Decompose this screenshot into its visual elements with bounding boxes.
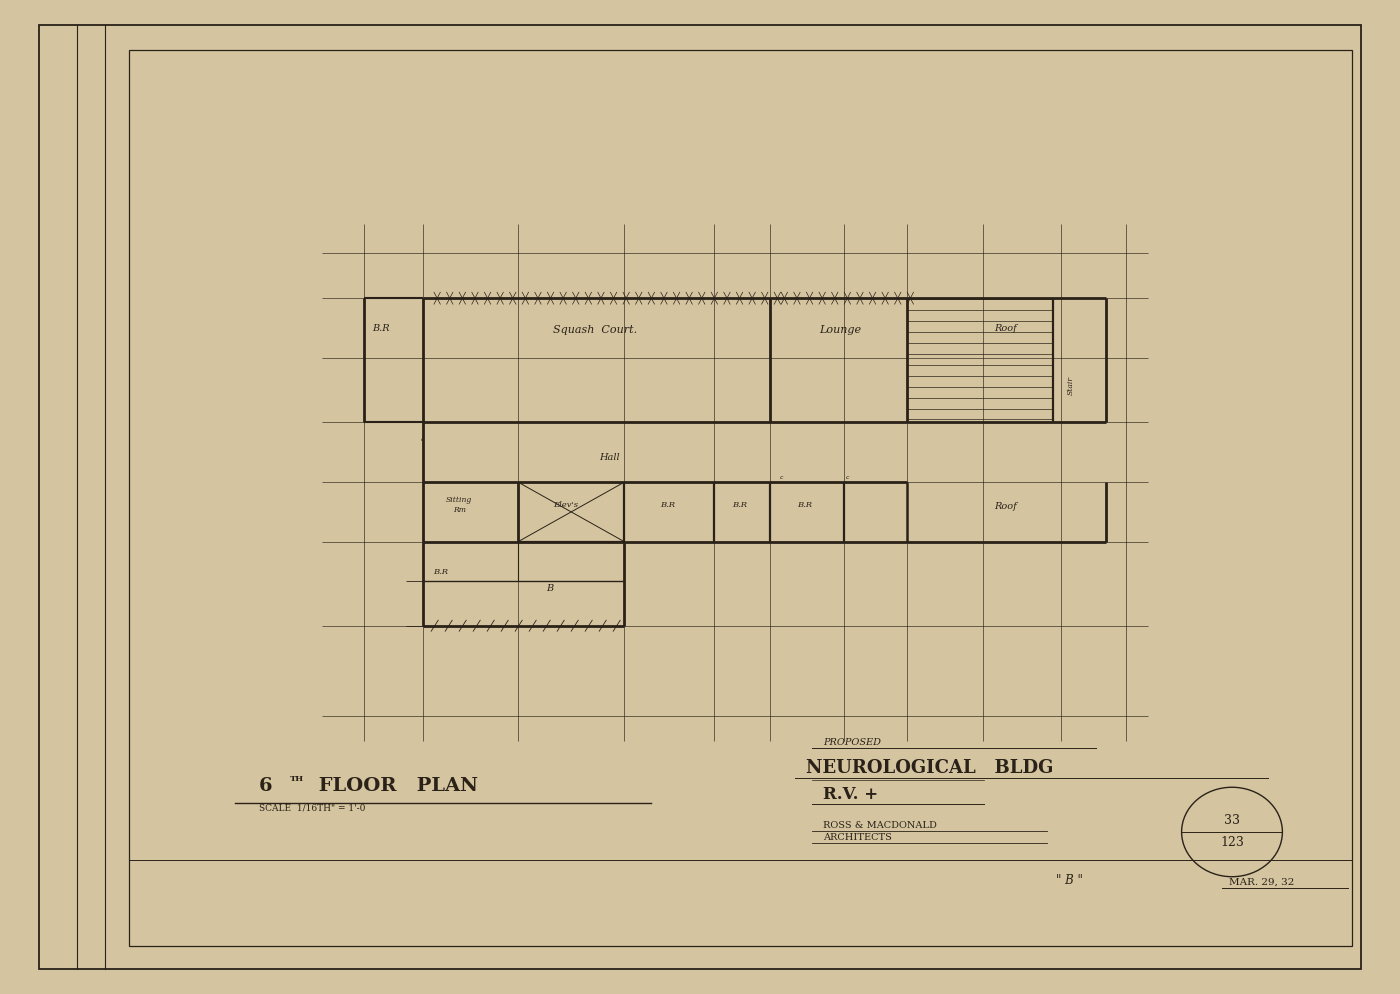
Text: NEUROLOGICAL   BLDG: NEUROLOGICAL BLDG [806,759,1054,777]
Text: SCALE  1/16TH" = 1'-0: SCALE 1/16TH" = 1'-0 [259,803,365,812]
Text: B.R: B.R [372,323,389,333]
Text: Sitting
Rm: Sitting Rm [447,496,472,514]
Text: Roof: Roof [994,323,1016,333]
Text: c: c [846,474,848,480]
Text: Elev's: Elev's [553,501,578,509]
Text: " B ": " B " [1056,874,1084,887]
Text: ARCHITECTS: ARCHITECTS [823,833,892,842]
Text: 123: 123 [1219,836,1245,850]
Text: R.V. +: R.V. + [823,786,878,803]
Text: 6: 6 [259,777,273,795]
Text: B.R: B.R [661,501,675,509]
Text: B.R: B.R [732,501,746,509]
Text: Lounge: Lounge [819,325,861,335]
Text: Hall: Hall [599,452,619,462]
Text: Squash  Court.: Squash Court. [553,325,637,335]
Text: TH: TH [290,775,304,783]
Text: Stair: Stair [1067,376,1075,396]
Text: PROPOSED: PROPOSED [823,739,881,747]
Text: ROSS & MACDONALD: ROSS & MACDONALD [823,821,937,830]
Text: MAR. 29, 32: MAR. 29, 32 [1229,878,1295,887]
Text: B.R: B.R [798,501,812,509]
Text: c: c [421,436,424,442]
Text: B: B [546,583,554,593]
Text: B.R: B.R [434,568,448,576]
Text: FLOOR   PLAN: FLOOR PLAN [312,777,479,795]
Text: 33: 33 [1224,813,1240,827]
Text: c: c [780,474,783,480]
Text: Roof: Roof [994,502,1016,512]
Bar [129,50,1352,946]
